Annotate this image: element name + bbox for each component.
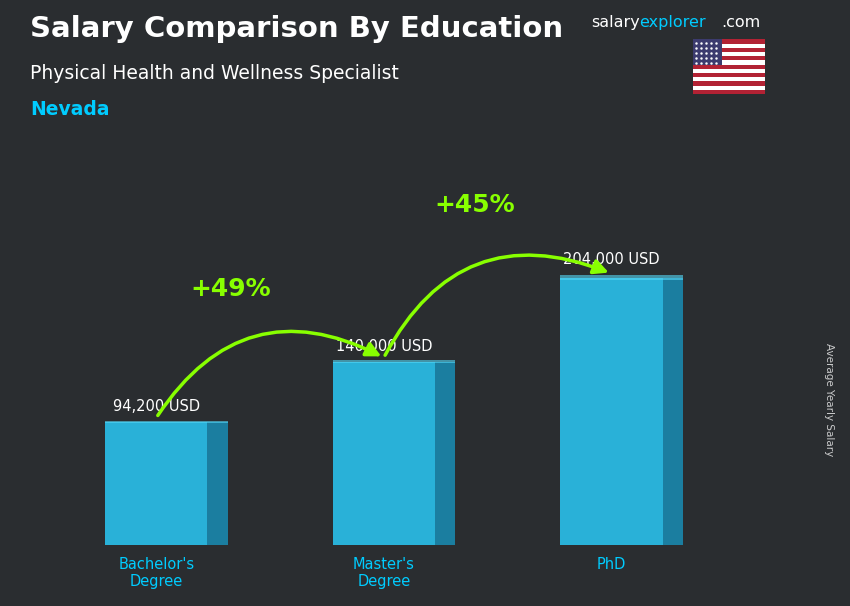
Bar [693, 44, 765, 48]
Bar [693, 61, 765, 65]
Text: +45%: +45% [434, 193, 515, 218]
Bar [693, 39, 722, 65]
Bar [693, 65, 765, 68]
Bar [435, 362, 456, 545]
Text: 204,000 USD: 204,000 USD [563, 252, 660, 267]
Bar [560, 275, 683, 280]
Bar [693, 85, 765, 90]
Bar [332, 362, 435, 545]
Text: .com: .com [721, 15, 760, 30]
Bar [105, 422, 207, 545]
Bar [693, 73, 765, 77]
Text: 94,200 USD: 94,200 USD [113, 399, 200, 414]
Bar [560, 278, 662, 545]
Bar [105, 421, 228, 423]
Bar [693, 68, 765, 73]
Text: explorer: explorer [639, 15, 706, 30]
Bar [693, 52, 765, 56]
Bar [693, 39, 765, 44]
Bar [662, 278, 683, 545]
Bar [693, 48, 765, 52]
Bar [693, 56, 765, 61]
Bar [332, 360, 456, 363]
Bar [693, 81, 765, 85]
Bar [693, 90, 765, 94]
Text: Salary Comparison By Education: Salary Comparison By Education [30, 15, 563, 43]
Text: salary: salary [591, 15, 639, 30]
Text: 140,000 USD: 140,000 USD [336, 339, 432, 354]
Text: Nevada: Nevada [30, 100, 110, 119]
Bar [207, 422, 228, 545]
Text: +49%: +49% [190, 278, 270, 301]
Text: Physical Health and Wellness Specialist: Physical Health and Wellness Specialist [30, 64, 399, 82]
Text: Average Yearly Salary: Average Yearly Salary [824, 344, 834, 456]
Bar [693, 77, 765, 81]
